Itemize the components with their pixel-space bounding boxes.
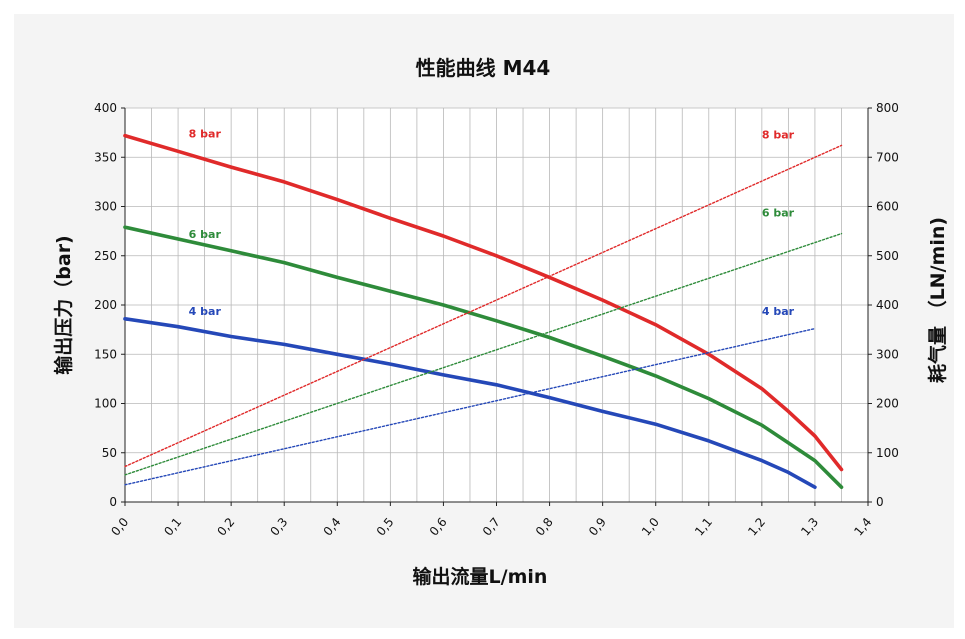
series-label: 6 bar <box>762 206 795 219</box>
left-axis-title: 输出压力（bar) <box>52 235 75 374</box>
series-line-4-bar-air-consumption <box>124 327 816 486</box>
x-axis-title: 输出流量L/min <box>413 565 548 588</box>
right-tick-label: 300 <box>876 347 899 361</box>
right-tick-label: 400 <box>876 298 899 312</box>
right-tick-label: 500 <box>876 249 899 263</box>
left-tick-label: 200 <box>94 298 117 312</box>
series-line-8-bar-air-consumption <box>124 144 843 468</box>
series-line-4-bar-pressure <box>123 316 817 490</box>
series-label: 4 bar <box>762 305 795 318</box>
left-tick-label: 250 <box>94 249 117 263</box>
left-tick-label: 0 <box>109 495 117 509</box>
right-axis-title: 耗气量 （LN/min) <box>926 217 949 383</box>
right-tick-label: 800 <box>876 101 899 115</box>
right-tick-label: 700 <box>876 150 899 164</box>
series-label: 8 bar <box>189 128 222 141</box>
series-label: 4 bar <box>189 305 222 318</box>
series-line-8-bar-pressure <box>123 133 844 472</box>
left-tick-label: 100 <box>94 397 117 411</box>
series-label: 8 bar <box>762 129 795 142</box>
left-tick-label: 350 <box>94 150 117 164</box>
left-tick-label: 300 <box>94 200 117 214</box>
right-tick-label: 0 <box>876 495 884 509</box>
series-label: 6 bar <box>189 228 222 241</box>
left-tick-label: 150 <box>94 347 117 361</box>
series-line-6-bar-air-consumption <box>124 232 843 476</box>
right-tick-label: 100 <box>876 446 899 460</box>
left-tick-label: 400 <box>94 101 117 115</box>
plot-area: 0 50 100 150 200 250 300 350 400 0 100 200 300 400 500… <box>94 101 899 539</box>
right-tick-label: 600 <box>876 200 899 214</box>
left-tick-label: 50 <box>102 446 117 460</box>
right-tick-label: 200 <box>876 397 899 411</box>
series-line-6-bar-pressure <box>123 225 844 490</box>
chart-title: 性能曲线 M44 <box>416 56 551 80</box>
